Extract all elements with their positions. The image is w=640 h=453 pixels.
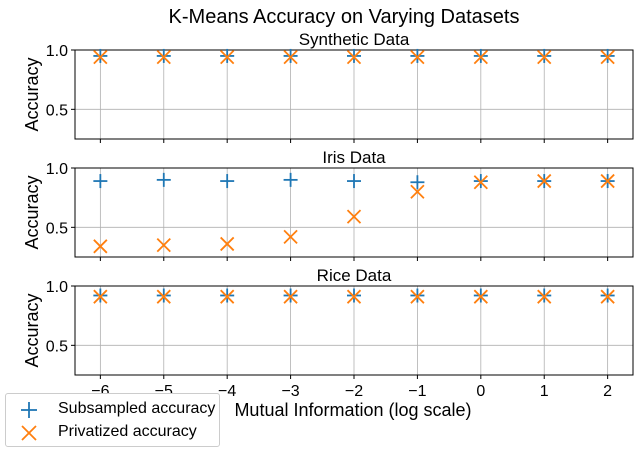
x-marker [93, 289, 108, 304]
marker-stroke [156, 237, 171, 253]
plus-marker [347, 174, 361, 189]
x-marker [156, 289, 171, 304]
x-marker [410, 49, 425, 65]
marker-stroke [600, 173, 615, 189]
marker-stroke [600, 49, 615, 65]
x-marker [537, 173, 552, 189]
x-marker [537, 289, 552, 304]
x-tick-label: 0 [476, 383, 485, 400]
marker-stroke [473, 175, 488, 190]
y-tick-label: 0.5 [46, 220, 68, 237]
marker-stroke [537, 49, 552, 65]
marker-stroke [537, 289, 552, 304]
x-marker [410, 289, 425, 304]
plus-marker [156, 172, 171, 187]
x-marker [473, 289, 488, 304]
marker-stroke [93, 49, 108, 65]
marker-stroke [600, 289, 615, 304]
panel-title: Synthetic Data [299, 30, 410, 49]
x-tick-label: −3 [281, 383, 299, 400]
x-tick-label: −1 [408, 383, 426, 400]
marker-stroke [346, 289, 362, 304]
x-marker [93, 239, 108, 254]
x-marker [473, 175, 488, 190]
x-marker [537, 49, 552, 65]
x-marker [473, 49, 488, 65]
plus-marker-icon [21, 402, 37, 418]
marker-stroke [410, 184, 425, 199]
y-tick-label: 0.5 [46, 102, 68, 119]
marker-stroke [346, 49, 362, 65]
x-tick-label: 1 [540, 383, 549, 400]
marker-stroke [283, 289, 298, 304]
marker-stroke [283, 49, 298, 65]
x-marker [346, 209, 362, 224]
marker-stroke [220, 289, 235, 304]
x-tick-label: −2 [345, 383, 363, 400]
x-marker [346, 289, 362, 304]
y-axis-label: Accuracy [22, 293, 42, 367]
y-tick-label: 1.0 [46, 161, 68, 178]
legend-label-subsampled: Subsampled accuracy [58, 400, 216, 417]
x-axis-label: Mutual Information (log scale) [234, 400, 471, 420]
plus-marker [410, 175, 425, 190]
y-tick-label: 0.5 [46, 338, 68, 355]
panel-title: Rice Data [317, 266, 392, 285]
x-marker [93, 49, 108, 65]
marker-stroke [473, 49, 488, 65]
panel-title: Iris Data [322, 148, 386, 167]
marker-stroke [220, 236, 235, 252]
marker-stroke [220, 49, 235, 65]
x-marker [283, 229, 298, 244]
x-marker [410, 184, 425, 199]
x-marker [600, 49, 615, 65]
marker-stroke [410, 49, 425, 65]
marker-stroke [410, 289, 425, 304]
marker-stroke [537, 173, 552, 189]
x-marker [220, 49, 235, 65]
x-marker [346, 49, 362, 65]
legend: Subsampled accuracy Privatized accuracy [5, 393, 220, 447]
plus-marker [220, 174, 235, 189]
legend-item-subsampled: Subsampled accuracy [6, 398, 219, 420]
y-tick-label: 1.0 [46, 279, 68, 296]
x-marker [156, 49, 171, 65]
legend-label-privatized: Privatized accuracy [58, 423, 197, 440]
y-tick-label: 1.0 [46, 43, 68, 60]
x-marker [220, 289, 235, 304]
x-tick-label: 2 [603, 383, 612, 400]
x-marker [600, 289, 615, 304]
x-marker [283, 49, 298, 65]
plus-marker [93, 174, 108, 189]
x-marker [220, 236, 235, 252]
marker-stroke [156, 49, 171, 65]
x-marker [156, 237, 171, 253]
x-tick-label: −4 [218, 383, 236, 400]
marker-stroke [283, 229, 298, 244]
x-marker [600, 173, 615, 189]
y-axis-label: Accuracy [22, 175, 42, 249]
marker-stroke [93, 289, 108, 304]
marker-stroke [156, 289, 171, 304]
marker-stroke [346, 209, 362, 224]
legend-item-privatized: Privatized accuracy [6, 421, 219, 443]
figure-title: K-Means Accuracy on Varying Datasets [169, 6, 520, 28]
marker-stroke [93, 239, 108, 254]
panel-1: 0.5 1.0 Synthetic Data Accuracy [22, 30, 634, 143]
y-axis-label: Accuracy [22, 57, 42, 131]
x-marker [283, 289, 298, 304]
panel-3: 0.5 1.0 Rice Data Accuracy [22, 266, 634, 379]
panel-2: 0.5 1.0 Iris Data Accuracy [22, 148, 634, 261]
marker-stroke [473, 289, 488, 304]
plus-marker [283, 172, 298, 187]
x-marker-icon [21, 425, 37, 441]
